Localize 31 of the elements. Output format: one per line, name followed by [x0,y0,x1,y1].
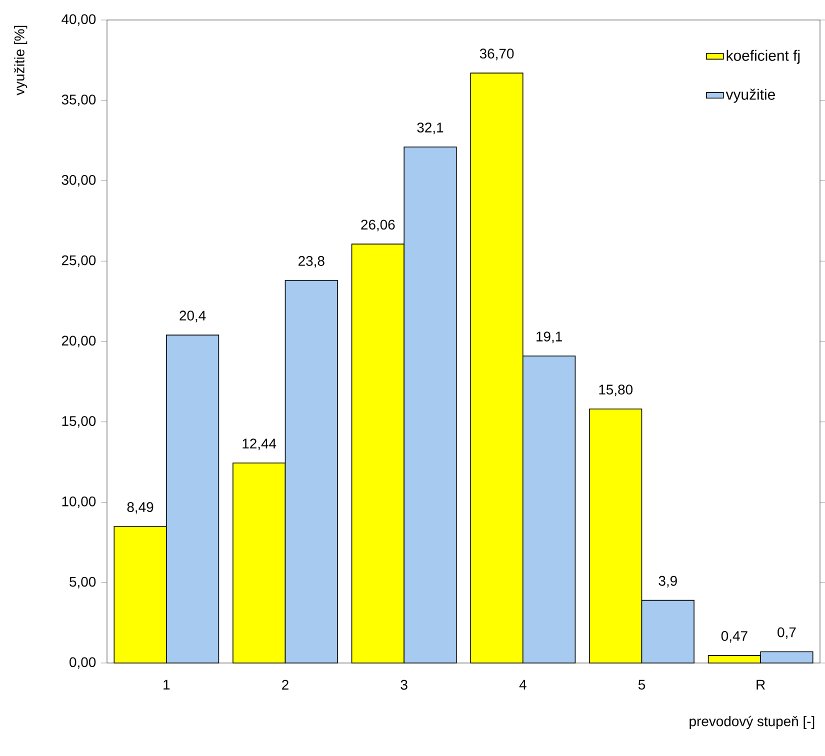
legend-label: koeficient fj [726,50,800,64]
data-label: 12,44 [242,438,276,450]
y-tick-label: 30,00 [62,174,96,187]
data-label: 36,70 [480,48,514,60]
x-tick-label: 2 [282,680,288,690]
y-axis-title: využitie [%] [14,26,28,96]
y-tick-label: 5,00 [70,576,96,588]
legend-label: využitie [726,88,775,103]
data-label: 26,06 [361,220,395,232]
data-label: 3,9 [658,576,677,588]
data-label: 0,7 [778,627,796,639]
x-tick-label: 4 [519,680,526,690]
x-axis-title: prevodový stupeň [-] [690,716,814,730]
x-tick-label: 1 [164,680,170,690]
data-label: 19,1 [536,332,562,344]
x-tick-label: R [756,680,765,690]
y-tick-label: 0,00 [70,657,96,669]
data-label: 20,4 [180,310,206,322]
data-label: 15,80 [599,384,633,396]
data-label: 23,8 [298,256,324,268]
y-tick-label: 35,00 [62,94,96,106]
x-tick-label: 3 [400,680,408,690]
data-label: 8,49 [127,502,154,514]
y-tick-label: 25,00 [62,255,96,267]
data-label: 0,47 [721,631,748,643]
y-tick-label: 15,00 [62,416,96,428]
y-tick-label: 20,00 [62,336,96,348]
data-label: 32,1 [417,122,444,134]
y-tick-label: 40,00 [62,14,96,26]
x-tick-label: 5 [638,680,646,690]
y-tick-label: 10,00 [62,496,96,508]
